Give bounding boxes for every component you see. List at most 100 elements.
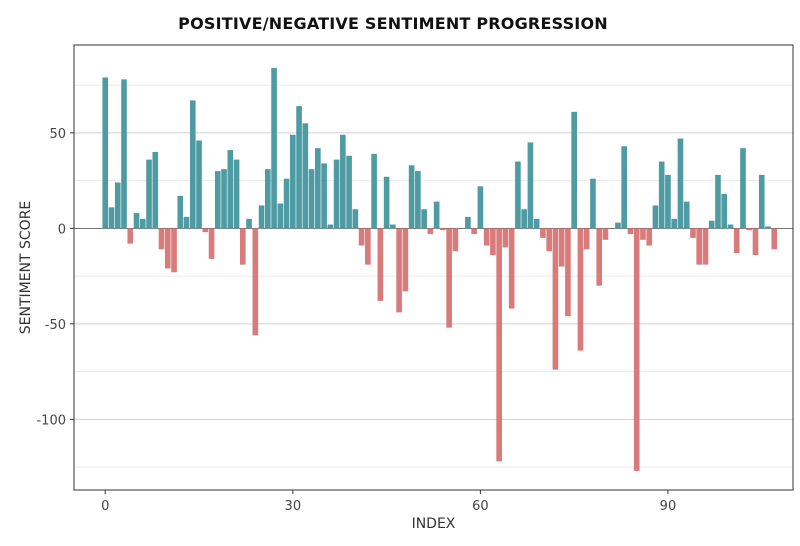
positive-bar xyxy=(183,216,190,229)
positive-bar xyxy=(383,176,390,229)
positive-bar xyxy=(533,218,540,229)
positive-bar xyxy=(683,201,690,229)
negative-bar xyxy=(427,228,434,235)
positive-bar xyxy=(740,148,746,229)
positive-bar xyxy=(214,171,221,229)
grid-lines xyxy=(74,84,793,468)
negative-bar xyxy=(627,228,634,235)
positive-bar xyxy=(708,220,715,229)
negative-bar xyxy=(471,228,477,235)
positive-bar xyxy=(415,171,421,229)
negative-bar xyxy=(633,228,640,471)
positive-bar xyxy=(352,209,359,229)
negative-bar xyxy=(490,228,496,256)
y-tick-label: -100 xyxy=(36,413,66,428)
negative-bar xyxy=(208,228,215,259)
negative-bar xyxy=(483,228,490,246)
positive-bar xyxy=(152,151,159,229)
positive-bar xyxy=(433,201,440,229)
positive-bar xyxy=(233,159,240,229)
positive-bar xyxy=(258,205,265,229)
x-tick-label: 60 xyxy=(472,499,489,514)
positive-bar xyxy=(327,224,334,229)
negative-bar xyxy=(546,228,552,252)
positive-bar xyxy=(721,193,728,229)
y-tick-label: 50 xyxy=(49,127,66,142)
y-tick-label: -50 xyxy=(45,318,66,333)
positive-bar xyxy=(189,100,196,229)
positive-bar xyxy=(333,159,340,229)
negative-bar xyxy=(402,228,409,292)
positive-bar xyxy=(727,224,734,229)
negative-bar xyxy=(164,228,171,269)
negative-bar xyxy=(365,228,371,265)
positive-bar xyxy=(265,169,271,229)
negative-bar xyxy=(502,228,509,248)
negative-bar xyxy=(602,228,609,240)
positive-bar xyxy=(465,216,471,229)
positive-bar xyxy=(283,178,290,229)
negative-bar xyxy=(171,228,177,273)
positive-bar xyxy=(515,161,521,229)
positive-bar xyxy=(177,195,184,229)
positive-bar xyxy=(308,169,315,229)
negative-bar xyxy=(752,228,759,256)
positive-bar xyxy=(408,165,415,229)
tick-labels: 50 0 -50 -100 0 30 60 90 xyxy=(36,127,676,514)
positive-bar xyxy=(346,155,352,229)
negative-bar xyxy=(452,228,459,252)
plot-frame xyxy=(73,44,794,491)
positive-bar xyxy=(221,169,227,229)
positive-bar xyxy=(765,226,771,229)
positive-bar xyxy=(321,163,327,229)
positive-bar xyxy=(715,174,721,229)
positive-bar xyxy=(521,209,527,229)
positive-bar xyxy=(108,207,115,229)
positive-bar xyxy=(290,134,296,229)
positive-bar xyxy=(621,146,628,229)
positive-bar xyxy=(371,153,377,229)
negative-bar xyxy=(640,228,646,240)
positive-bar xyxy=(227,150,234,229)
negative-bar xyxy=(696,228,703,265)
x-tick-label: 30 xyxy=(285,499,302,514)
negative-bar xyxy=(358,228,365,246)
x-tick-label: 90 xyxy=(660,499,677,514)
y-tick-label: 0 xyxy=(58,222,66,237)
positive-bar xyxy=(246,218,252,229)
negative-bar xyxy=(446,228,452,328)
positive-bar xyxy=(671,218,678,229)
negative-bar xyxy=(565,228,571,317)
negative-bar xyxy=(239,228,246,265)
positive-bar xyxy=(390,224,396,229)
negative-bar xyxy=(377,228,384,301)
bars xyxy=(102,67,778,471)
negative-bar xyxy=(558,228,565,267)
negative-bar xyxy=(746,228,753,231)
negative-bar xyxy=(690,228,696,238)
positive-bar xyxy=(302,123,309,229)
negative-bar xyxy=(733,228,740,254)
positive-bar xyxy=(590,178,596,229)
negative-bar xyxy=(577,228,584,351)
negative-bar xyxy=(552,228,559,370)
negative-bar xyxy=(440,228,446,231)
negative-bar xyxy=(771,228,778,250)
positive-bar xyxy=(758,174,765,229)
negative-bar xyxy=(583,228,590,250)
positive-bar xyxy=(571,111,577,229)
positive-bar xyxy=(658,161,665,229)
negative-bar xyxy=(496,228,502,462)
positive-bar xyxy=(677,138,684,229)
chart-title: POSITIVE/NEGATIVE SENTIMENT PROGRESSION xyxy=(178,14,608,33)
positive-bar xyxy=(315,148,321,229)
positive-bar xyxy=(121,79,127,229)
positive-bar xyxy=(271,67,277,229)
negative-bar xyxy=(158,228,165,250)
negative-bar xyxy=(252,228,259,336)
positive-bar xyxy=(196,140,202,229)
positive-bar xyxy=(296,106,302,229)
x-axis-label: INDEX xyxy=(412,516,456,532)
negative-bar xyxy=(596,228,602,286)
